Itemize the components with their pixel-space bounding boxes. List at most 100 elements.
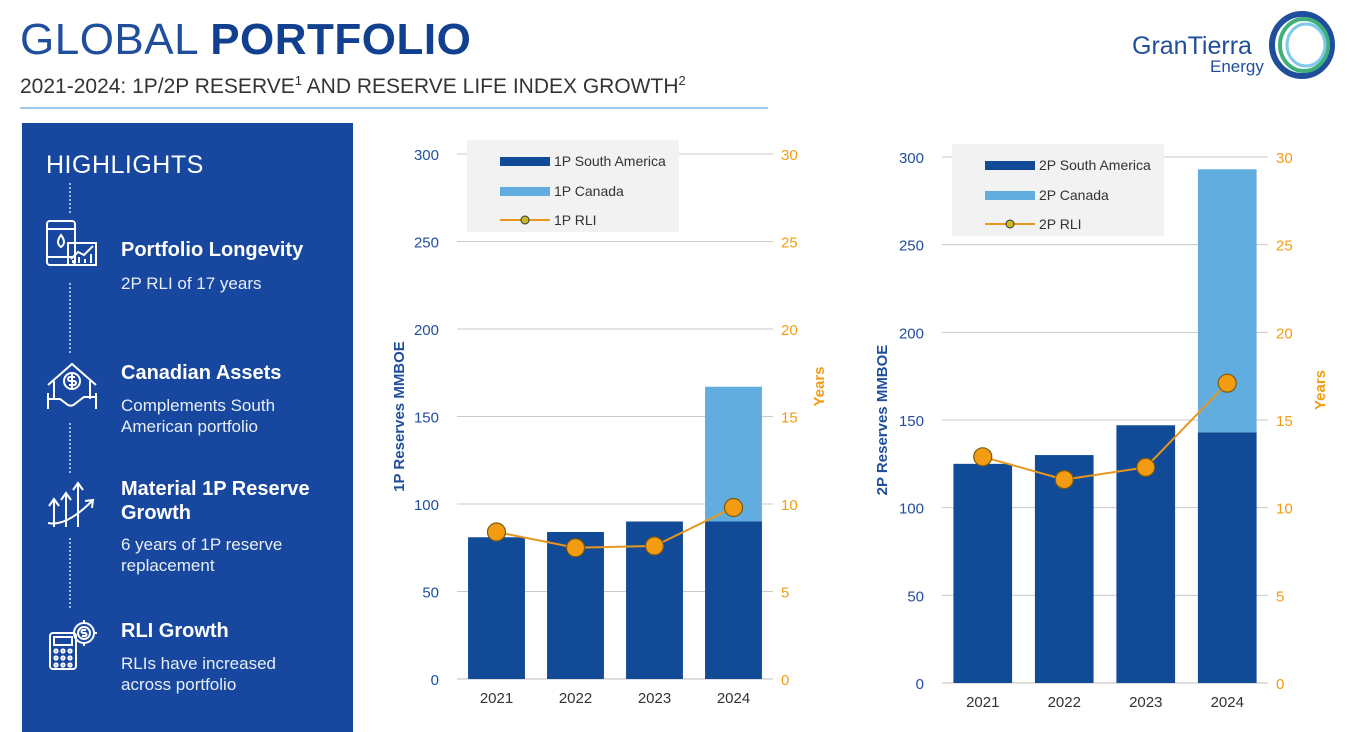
dotted-connector [69,283,71,353]
y-tick-label: 200 [414,322,439,339]
x-tick-label: 2022 [559,690,592,707]
y2-tick-label: 15 [1276,413,1293,430]
y2-tick-label: 10 [1276,501,1293,518]
page-title-bold: PORTFOLIO [210,15,472,64]
subtitle-footnote-1: 1 [294,73,302,88]
page-title: GLOBAL PORTFOLIO [20,14,471,66]
page-title-light: GLOBAL [20,15,211,64]
y-tick-label: 50 [422,585,439,602]
y2-tick-label: 0 [781,672,789,689]
x-tick-label: 2024 [1211,694,1244,711]
y2-tick-label: 0 [1276,676,1284,693]
dotted-connector [69,183,71,213]
legend-marker-rli [520,215,530,225]
legend-swatch-south-america [500,157,550,166]
y-tick-label: 250 [899,238,924,255]
page-subtitle: 2021-2024: 1P/2P RESERVE1 AND RESERVE LI… [20,74,686,100]
subtitle-divider [20,107,768,109]
rli-point [1217,373,1237,393]
y-tick-label: 0 [916,676,924,693]
rli-point [565,538,586,558]
legend-swatch-canada [985,191,1035,200]
chart-2p-svg: 0 50 100 150 200 250 300 0 5 10 15 20 25 30 2021 2022 20… [874,144,1329,711]
rli-line [496,506,734,549]
legend-label-rli: 2P RLI [1039,216,1082,232]
oil-barrel-chart-icon [46,220,97,266]
chart-1p-reserves: 0 50 100 150 200 250 300 0 5 10 15 20 25 30 2021 2022 20… [380,135,850,730]
subtitle-footnote-2: 2 [678,73,686,88]
legend-box [952,144,1164,236]
highlight-desc-material: 6 years of 1P reserve replacement [121,535,283,575]
y-tick-label: 0 [431,672,439,689]
dotted-connector [69,423,71,473]
chart-2p-reserves: 0 50 100 150 200 250 300 0 5 10 15 20 25 30 2021 2022 20… [865,135,1340,730]
chart-1p-svg: 0 50 100 150 200 250 300 0 5 10 15 20 25 30 2021 2022 20… [391,140,828,707]
y-tick-label: 250 [414,235,439,252]
legend-swatch-canada [500,187,550,196]
dotted-connector [69,538,71,608]
rli-point [973,447,993,467]
legend-marker-rli [1005,219,1015,229]
highlight-desc-rli: RLIs have increased across portfolio [121,654,276,694]
highlights-panel: HIGHLIGHTS Portfolio Longevity 2P RLI of… [22,123,353,732]
highlight-title-longevity: Portfolio Longevity [121,239,304,261]
rli-point [486,522,507,542]
legend-label-canada: 2P Canada [1039,187,1109,203]
x-tick-label: 2023 [638,690,671,707]
logo-ring-icon [1269,11,1335,79]
calculator-gear-icon [49,620,97,670]
house-dollar-handshake-icon [47,362,97,409]
y2-tick-label: 5 [1276,588,1284,605]
y-tick-label: 300 [899,150,924,167]
highlights-heading: HIGHLIGHTS [46,151,204,179]
highlight-title-canadian: Canadian Assets [121,362,282,384]
x-tick-label: 2021 [966,694,999,711]
highlight-title-material: Material 1P Reserve Growth [121,478,310,524]
bar-south-america [1034,455,1094,683]
legend-label-rli: 1P RLI [554,212,597,228]
y2-tick-label: 5 [781,585,789,602]
rli-point [1136,457,1156,477]
y2-tick-label: 30 [781,147,798,164]
y-tick-label: 50 [907,588,924,605]
legend-box [467,140,679,232]
highlight-desc-canadian: Complements South American portfolio [121,396,276,436]
bar-canada [1197,169,1257,433]
bar-south-america [705,521,762,679]
bar-south-america [953,463,1013,683]
highlight-title-rli: RLI Growth [121,620,229,642]
y2-tick-label: 20 [781,322,798,339]
rli-line [982,382,1228,481]
subtitle-main: 2021-2024: 1P/2P RESERVE [20,75,295,98]
y2-tick-label: 10 [781,497,798,514]
y2-tick-label: 20 [1276,325,1293,342]
x-tick-label: 2023 [1129,694,1162,711]
company-logo: GranTierra Energy [1130,10,1338,80]
y-tick-label: 100 [899,501,924,518]
legend-label-south-america: 2P South America [1039,157,1151,173]
y-tick-label: 200 [899,325,924,342]
subtitle-mid: AND RESERVE LIFE INDEX GROWTH [301,75,679,98]
rli-point [723,497,744,518]
legend-label-south-america: 1P South America [554,153,666,169]
y2-axis-title: Years [811,366,828,406]
bar-south-america [468,537,525,679]
y2-axis-title: Years [1312,370,1329,410]
rli-point [644,536,665,556]
y2-tick-label: 25 [1276,238,1293,255]
legend-swatch-south-america [985,161,1035,170]
rli-point [1054,470,1074,490]
growth-arrows-icon [47,481,95,527]
y2-tick-label: 30 [1276,150,1293,167]
x-tick-label: 2022 [1048,694,1081,711]
logo-name: GranTierra [1132,32,1252,60]
legend-label-canada: 1P Canada [554,183,624,199]
y-tick-label: 150 [414,410,439,427]
logo-sub: Energy [1210,57,1264,76]
y2-tick-label: 15 [781,410,798,427]
highlight-desc-longevity: 2P RLI of 17 years [121,274,262,293]
y-tick-label: 100 [414,497,439,514]
y-axis-title: 1P Reserves MMBOE [391,341,408,492]
bar-south-america [1197,432,1257,683]
y-tick-label: 150 [899,413,924,430]
